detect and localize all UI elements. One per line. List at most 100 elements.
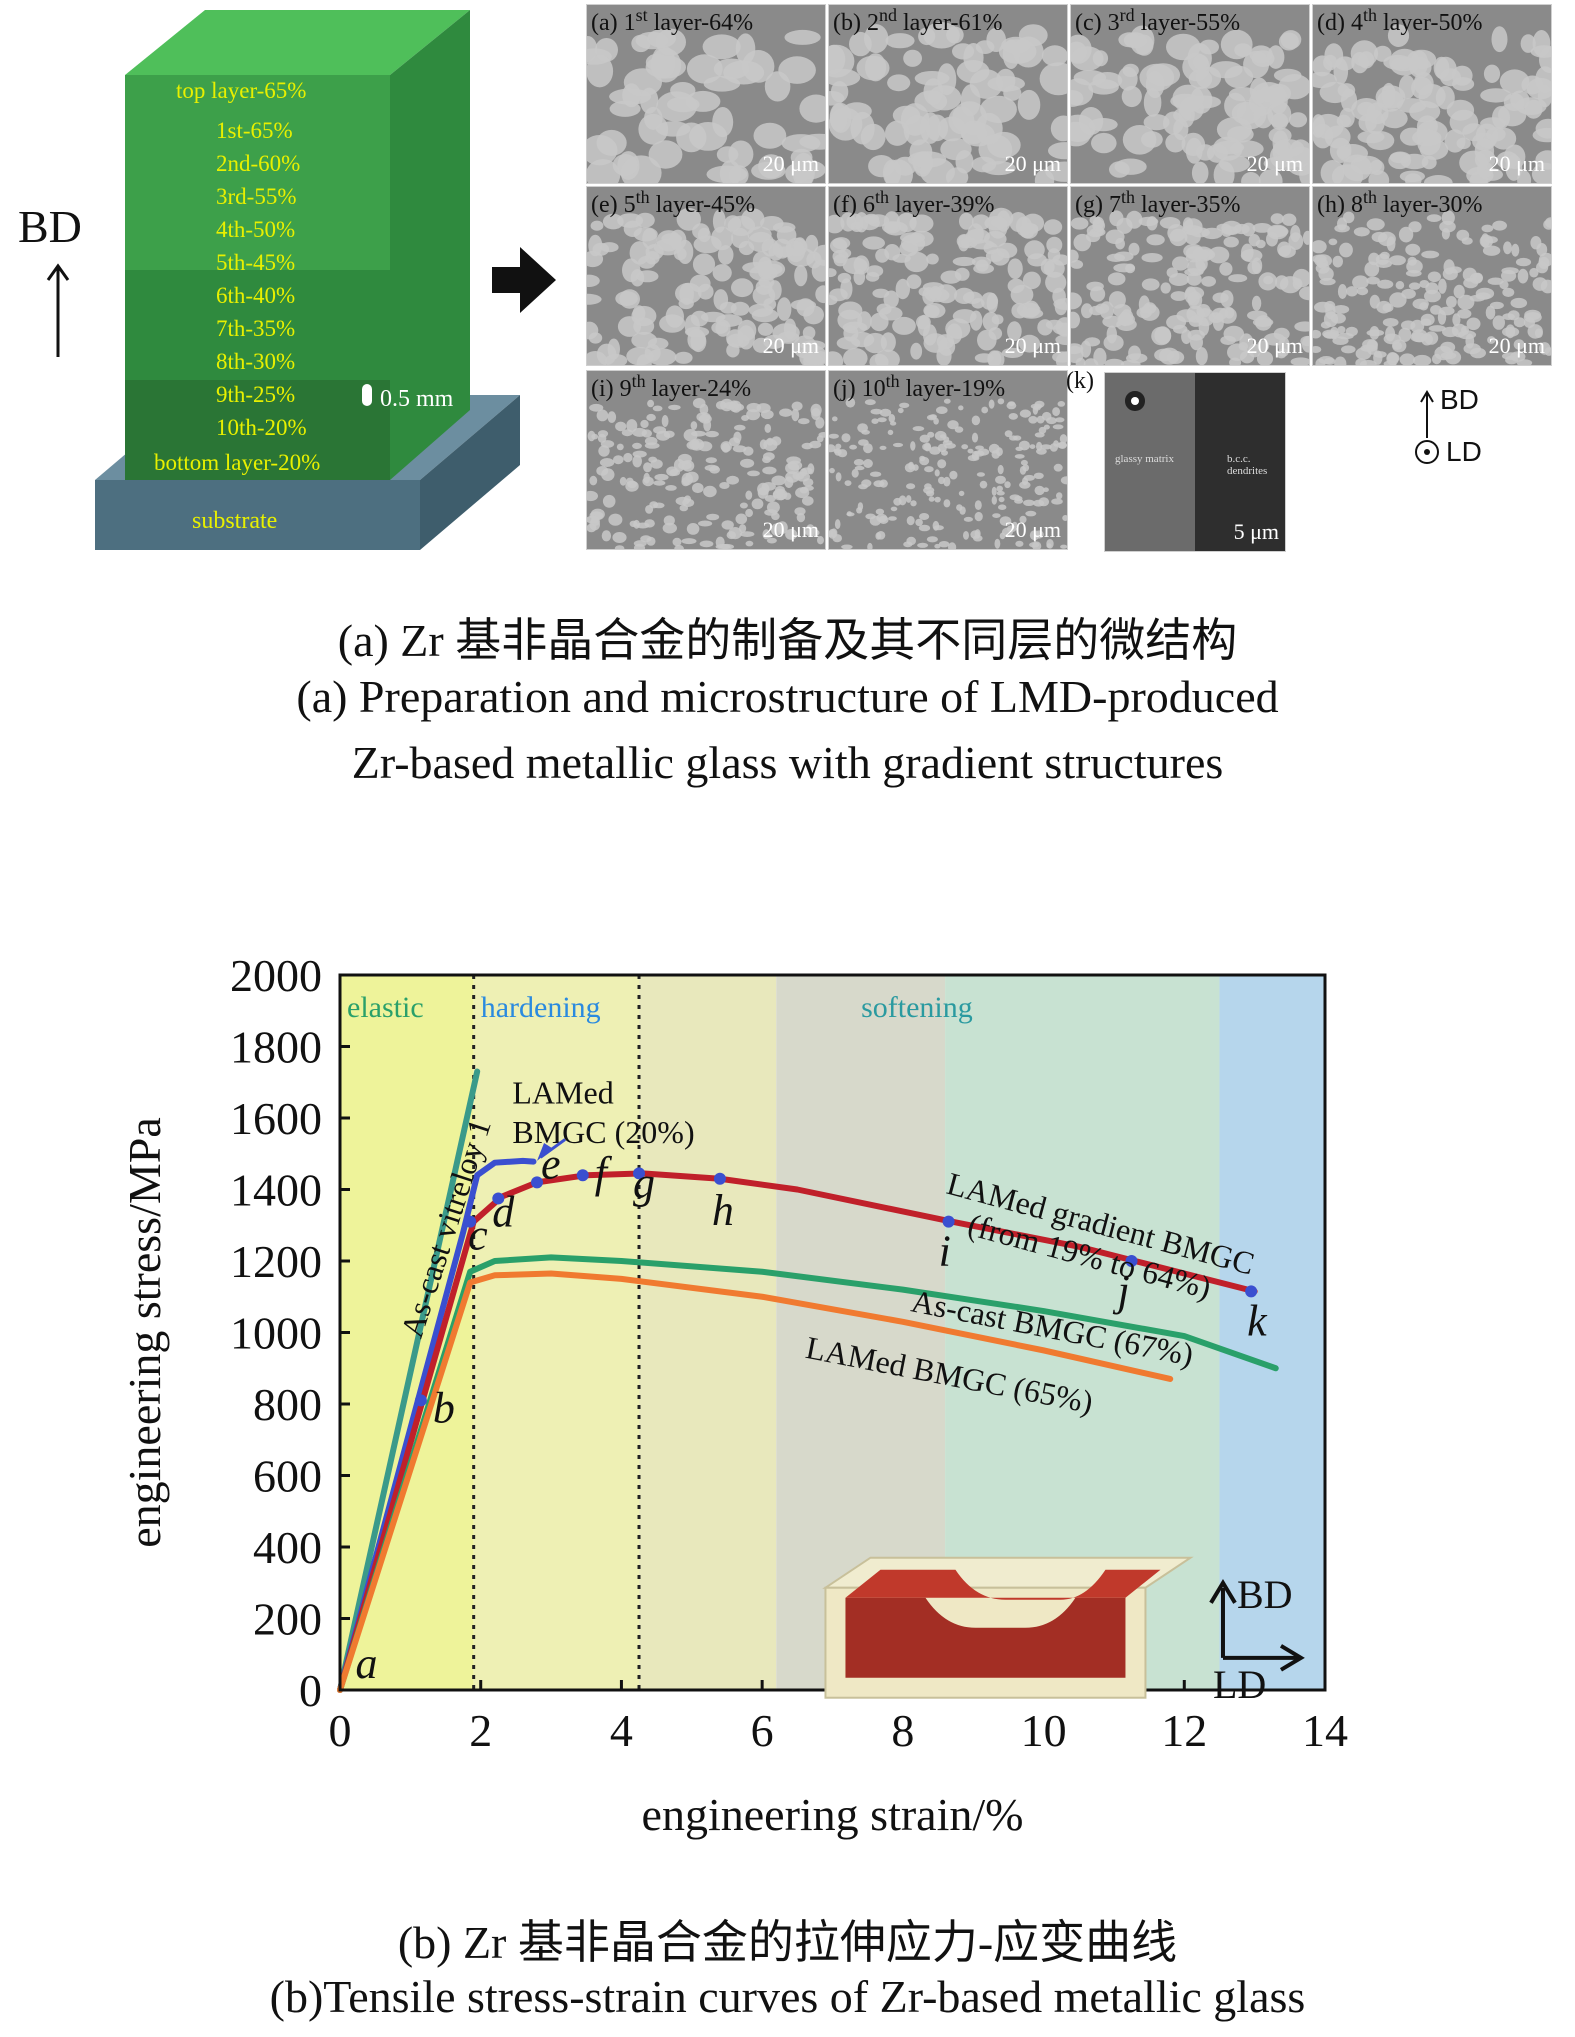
data-point-f bbox=[576, 1169, 589, 1182]
micrograph-label: (d) 4th layer-50% bbox=[1317, 5, 1483, 36]
thickness-label: 0.5 mm bbox=[380, 386, 454, 412]
micrograph-label: (f) 6th layer-39% bbox=[833, 187, 995, 218]
point-label-a: a bbox=[356, 1639, 378, 1688]
micrograph-i: (i) 9th layer-24% 20 μm bbox=[586, 370, 826, 550]
y-axis-label: engineering stress/MPa bbox=[119, 1117, 170, 1548]
build-direction-label: BD bbox=[18, 201, 82, 252]
micrograph-label: (g) 7th layer-35% bbox=[1075, 187, 1241, 218]
microstructure-texture bbox=[1313, 24, 1551, 183]
scale-bar-label: 20 μm bbox=[1246, 151, 1303, 176]
point-label-c: c bbox=[468, 1211, 488, 1260]
series-line bbox=[337, 1254, 1279, 1693]
layer-label: 2nd-60% bbox=[216, 151, 301, 176]
x-tick-label: 4 bbox=[610, 1705, 633, 1756]
scale-bar-label: 20 μm bbox=[1246, 333, 1303, 358]
micrograph-e: (e) 5th layer-45% 20 μm bbox=[586, 186, 826, 366]
layer-label: 8th-30% bbox=[216, 349, 296, 374]
layer-label: 10th-20% bbox=[216, 415, 307, 440]
microstructure-texture bbox=[587, 207, 825, 365]
data-point-g bbox=[633, 1167, 646, 1180]
annotation-arrowhead bbox=[537, 1143, 553, 1161]
data-point-j bbox=[1125, 1255, 1138, 1267]
inset-specimen-body bbox=[845, 1597, 1126, 1678]
region-label-elastic: elastic bbox=[347, 991, 424, 1024]
region-softening bbox=[1219, 975, 1325, 1690]
gradient-block-illustration bbox=[95, 10, 520, 550]
data-point-e bbox=[531, 1176, 543, 1189]
microstructure-texture bbox=[1071, 25, 1309, 183]
micro-k-left-text: glassy matrix bbox=[1115, 453, 1174, 465]
x-tick-label: 14 bbox=[1302, 1705, 1348, 1756]
data-point-h bbox=[713, 1172, 726, 1185]
micro-k-right-text: b.c.c. dendrites bbox=[1227, 453, 1268, 477]
substrate-label: substrate bbox=[192, 508, 278, 534]
y-tick-label: 600 bbox=[253, 1451, 322, 1502]
micrograph-label: (i) 9th layer-24% bbox=[591, 371, 752, 402]
scale-bar-label: 20 μm bbox=[1004, 151, 1061, 176]
y-tick-label: 2000 bbox=[230, 950, 322, 1001]
inset-ld-label: LD bbox=[1213, 1662, 1266, 1707]
layer-label: top layer-65% bbox=[176, 78, 307, 103]
micrograph-f: (f) 6th layer-39% 20 μm bbox=[828, 186, 1068, 366]
layer-label: 5th-45% bbox=[216, 250, 296, 275]
point-label-b: b bbox=[433, 1383, 455, 1432]
caption-a-en-1: (a) Preparation and microstructure of LM… bbox=[296, 671, 1279, 722]
data-point-d bbox=[492, 1192, 505, 1205]
region-label-hardening: hardening bbox=[481, 991, 601, 1024]
layer-label: bottom layer-20% bbox=[154, 450, 321, 475]
series-line bbox=[337, 1068, 481, 1693]
micro-k-scale: 5 μm bbox=[1233, 519, 1279, 544]
y-tick-label: 1600 bbox=[230, 1093, 322, 1144]
point-label-g: g bbox=[633, 1158, 655, 1207]
series-line bbox=[337, 1157, 537, 1693]
scale-bar-label: 20 μm bbox=[762, 333, 819, 358]
micrograph-a: (a) 1st layer-64% 20 μm bbox=[586, 4, 826, 184]
caption-a-cn: (a) Zr 基非晶合金的制备及其不同层的微结构 bbox=[337, 615, 1238, 666]
data-point-i bbox=[942, 1215, 955, 1228]
point-label-i: i bbox=[939, 1227, 951, 1276]
microstructure-texture bbox=[829, 22, 1067, 183]
x-tick-label: 12 bbox=[1161, 1705, 1207, 1756]
micrograph-g: (g) 7th layer-35% 20 μm bbox=[1070, 186, 1310, 366]
microstructure-texture bbox=[1313, 210, 1551, 365]
label-bmgc20: BMGC (20%) bbox=[512, 1114, 694, 1150]
y-tick-label: 1000 bbox=[230, 1308, 322, 1359]
scale-bar-label: 20 μm bbox=[762, 517, 819, 542]
layer-label: 1st-65% bbox=[216, 118, 293, 143]
micrograph-c: (c) 3rd layer-55% 20 μm bbox=[1070, 4, 1310, 184]
layer-label: 3rd-55% bbox=[216, 184, 297, 209]
layer-label: 4th-50% bbox=[216, 217, 296, 242]
scale-bar-label: 20 μm bbox=[1004, 517, 1061, 542]
micrograph-label: (b) 2nd layer-61% bbox=[833, 5, 1003, 36]
figure-part-a: top layer-65% 1st-65% 2nd-60% 3rd-55% 4t… bbox=[0, 0, 1575, 560]
caption-b-cn: (b) Zr 基非晶合金的拉伸应力-应变曲线 bbox=[397, 1917, 1178, 1968]
y-tick-label: 1200 bbox=[230, 1236, 322, 1287]
layer-label: 6th-40% bbox=[216, 283, 296, 308]
x-tick-label: 10 bbox=[1021, 1705, 1067, 1756]
x-axis-label: engineering strain/% bbox=[642, 1789, 1024, 1840]
axis-bd-label: BD bbox=[1440, 384, 1479, 415]
point-label-j: j bbox=[1113, 1266, 1130, 1315]
region-hardening bbox=[473, 975, 640, 1690]
micrograph-label: (a) 1st layer-64% bbox=[591, 5, 754, 36]
microstructure-texture bbox=[829, 397, 1067, 549]
scale-bar-label: 20 μm bbox=[762, 151, 819, 176]
scale-bar-label: 20 μm bbox=[1004, 333, 1061, 358]
micrograph-k: glassy matrix b.c.c. dendrites 5 μm bbox=[1104, 372, 1286, 552]
microstructure-texture bbox=[1071, 210, 1309, 365]
inset-axis-bd-arrow bbox=[1209, 1578, 1237, 1604]
point-label-h: h bbox=[712, 1186, 734, 1235]
point-label-k: k bbox=[1247, 1296, 1268, 1345]
y-tick-label: 400 bbox=[253, 1522, 322, 1573]
y-tick-label: 200 bbox=[253, 1594, 322, 1645]
caption-a-en-2: Zr-based metallic glass with gradient st… bbox=[351, 737, 1224, 788]
x-tick-label: 0 bbox=[329, 1705, 352, 1756]
label-bmgc20: LAMed bbox=[512, 1075, 613, 1111]
micrograph-label: (j) 10th layer-19% bbox=[833, 371, 1006, 402]
data-point-b bbox=[414, 1394, 427, 1407]
up-arrow-icon bbox=[46, 263, 70, 357]
thickness-marker bbox=[362, 384, 372, 406]
microstructure-texture bbox=[829, 207, 1067, 365]
layer-label: 7th-35% bbox=[216, 316, 296, 341]
